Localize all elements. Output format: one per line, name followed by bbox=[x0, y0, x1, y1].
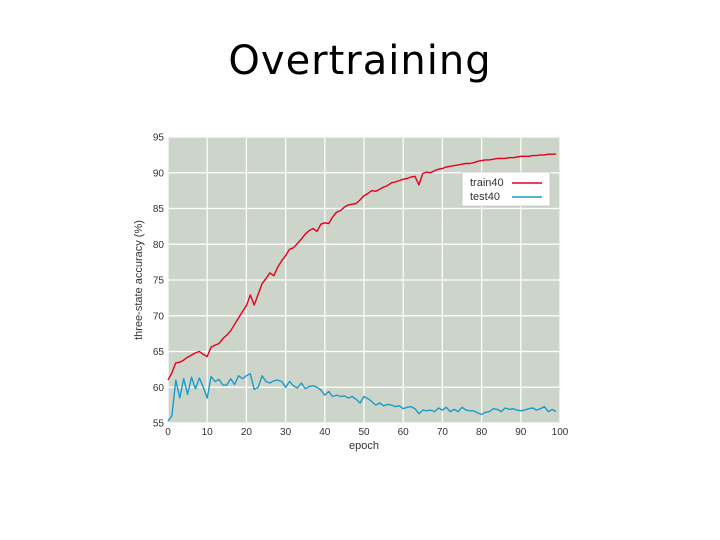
legend: train40 test40 bbox=[461, 171, 551, 207]
x-axis-label: epoch bbox=[349, 440, 379, 452]
y-tick-label: 95 bbox=[153, 133, 165, 144]
y-tick-label: 65 bbox=[153, 347, 165, 358]
series-line-test40 bbox=[167, 373, 557, 422]
x-tick-label: 70 bbox=[437, 427, 449, 438]
legend-label-test40: test40 bbox=[470, 191, 500, 203]
x-tick-label: 20 bbox=[241, 427, 253, 438]
y-tick-label: 80 bbox=[153, 240, 165, 251]
y-tick-label: 90 bbox=[153, 168, 165, 179]
x-tick-label: 40 bbox=[319, 427, 331, 438]
slide-title: Overtraining bbox=[228, 38, 492, 84]
legend-label-train40: train40 bbox=[470, 177, 504, 189]
x-tick-label: 90 bbox=[515, 427, 527, 438]
series-lines bbox=[167, 153, 557, 422]
y-tick-label: 85 bbox=[153, 204, 165, 215]
x-tick-label: 30 bbox=[280, 427, 292, 438]
x-tick-label: 10 bbox=[202, 427, 214, 438]
y-axis-label: three-state accuracy (%) bbox=[133, 220, 145, 340]
legend-box bbox=[461, 171, 551, 207]
x-tick-label: 60 bbox=[398, 427, 410, 438]
x-tick-label: 100 bbox=[552, 427, 569, 438]
gridlines bbox=[167, 136, 561, 424]
x-tick-label: 80 bbox=[476, 427, 488, 438]
y-tick-label: 60 bbox=[153, 383, 165, 394]
y-tick-label: 70 bbox=[153, 311, 165, 322]
x-tick-label: 50 bbox=[358, 427, 370, 438]
axis-ticks: 0 10 20 30 40 50 60 70 80 90 100 55 60 65 70 75 80 85 90 95 bbox=[153, 133, 569, 439]
y-tick-label: 75 bbox=[153, 276, 165, 287]
y-tick-label: 55 bbox=[153, 419, 165, 430]
series-line-train40 bbox=[167, 153, 557, 381]
x-tick-label: 0 bbox=[165, 427, 171, 438]
